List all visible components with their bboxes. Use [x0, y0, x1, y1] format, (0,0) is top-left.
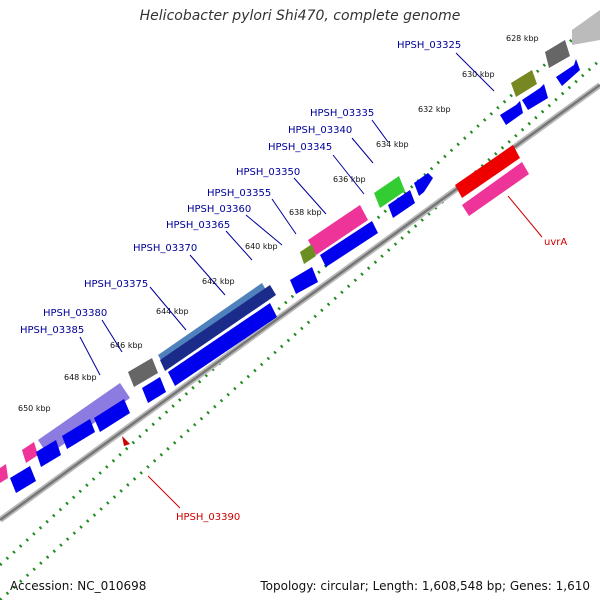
- gene-label[interactable]: HPSH_03340: [288, 125, 352, 136]
- gene-label[interactable]: HPSH_03335: [310, 108, 374, 119]
- feature-block[interactable]: [572, 10, 600, 45]
- cds-arrow[interactable]: [168, 303, 277, 386]
- cds-arrow[interactable]: [290, 267, 318, 294]
- inner-tick-band: [0, 58, 600, 600]
- feature-block[interactable]: [22, 442, 38, 463]
- cds-arrow[interactable]: [500, 101, 523, 125]
- feature-block[interactable]: [511, 70, 537, 97]
- scale-tick-label: 636 kbp: [333, 175, 366, 184]
- gene-label[interactable]: HPSH_03355: [207, 188, 271, 199]
- cds-arrow[interactable]: [388, 190, 415, 218]
- gene-label-reverse[interactable]: HPSH_03390: [176, 512, 240, 523]
- scale-tick-label: 628 kbp: [506, 34, 539, 43]
- scale-ticks: 628 kbp 630 kbp 632 kbp 634 kbp 636 kbp 638 k…: [18, 34, 539, 413]
- cds-arrow[interactable]: [414, 173, 433, 196]
- gene-label-reverse[interactable]: uvrA: [544, 237, 567, 248]
- map-title: Helicobacter pylori Shi470, complete gen…: [139, 8, 461, 24]
- gene-marker-triangle: [122, 436, 130, 446]
- cds-arrow[interactable]: [36, 440, 61, 467]
- gene-label[interactable]: HPSH_03380: [43, 308, 107, 319]
- feature-block[interactable]: [128, 358, 158, 387]
- feature-block[interactable]: [300, 244, 316, 264]
- gene-label[interactable]: HPSH_03360: [187, 204, 251, 215]
- feature-block[interactable]: [38, 383, 130, 455]
- feature-block[interactable]: [308, 205, 368, 255]
- feature-block[interactable]: [545, 40, 570, 68]
- gene-label[interactable]: HPSH_03325: [397, 40, 461, 51]
- reverse-strand-blocks: [455, 145, 529, 216]
- uvrA-block[interactable]: [455, 145, 520, 198]
- cds-arrow[interactable]: [556, 59, 580, 86]
- gene-label[interactable]: HPSH_03375: [84, 279, 148, 290]
- scale-tick-label: 650 kbp: [18, 404, 51, 413]
- genome-summary-text: Topology: circular; Length: 1,608,548 bp…: [260, 579, 590, 593]
- outer-tick-band: [0, 12, 600, 567]
- scale-tick-label: 632 kbp: [418, 105, 451, 114]
- gene-label[interactable]: HPSH_03370: [133, 243, 197, 254]
- cds-arrow[interactable]: [320, 221, 378, 267]
- uvrA-block-pink[interactable]: [462, 162, 529, 216]
- gene-label[interactable]: HPSH_03345: [268, 142, 332, 153]
- scale-tick-label: 638 kbp: [289, 208, 322, 217]
- cds-arrow[interactable]: [10, 466, 36, 493]
- scale-tick-label: 646 kbp: [110, 341, 143, 350]
- cds-arrow[interactable]: [62, 419, 95, 449]
- scale-tick-label: 648 kbp: [64, 373, 97, 382]
- feature-block[interactable]: [0, 464, 8, 483]
- cds-arrows: [10, 59, 580, 493]
- feature-blocks: [0, 10, 600, 483]
- feature-block[interactable]: [160, 285, 276, 371]
- scale-tick-label: 630 kbp: [462, 70, 495, 79]
- scale-tick-label: 634 kbp: [376, 140, 409, 149]
- reverse-leaders: [147, 195, 543, 509]
- scale-tick-label: 644 kbp: [156, 307, 189, 316]
- accession-text: Accession: NC_010698: [10, 579, 147, 593]
- scale-tick-label: 642 kbp: [202, 277, 235, 286]
- gene-label[interactable]: HPSH_03365: [166, 220, 230, 231]
- label-leaders: [79, 52, 495, 376]
- gene-label[interactable]: HPSH_03350: [236, 167, 300, 178]
- scale-tick-label: 640 kbp: [245, 242, 278, 251]
- gene-labels: HPSH_03325 HPSH_03335 HPSH_03340 HPSH_03345…: [20, 40, 567, 523]
- cds-arrow[interactable]: [94, 399, 130, 432]
- gene-label[interactable]: HPSH_03385: [20, 325, 84, 336]
- cds-arrow[interactable]: [142, 377, 166, 403]
- cds-arrow[interactable]: [522, 84, 548, 110]
- feature-block[interactable]: [374, 176, 405, 208]
